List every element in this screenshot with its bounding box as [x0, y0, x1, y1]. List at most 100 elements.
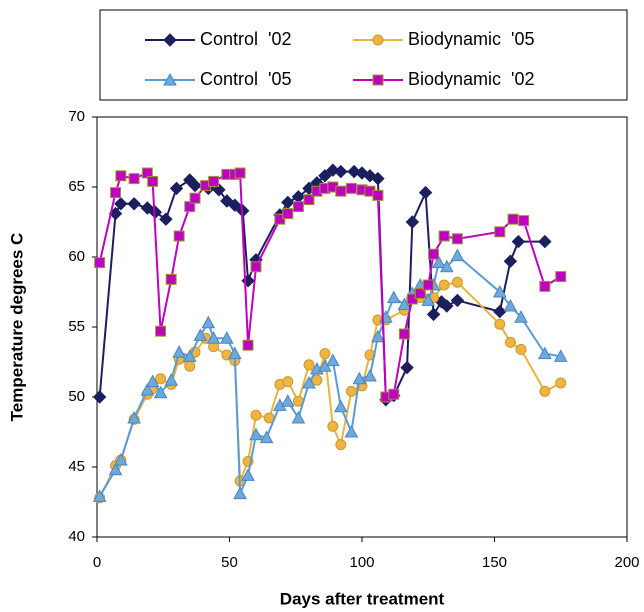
marker [206, 331, 221, 344]
marker [280, 394, 295, 407]
legend-label: Control '02 [200, 29, 292, 49]
marker [189, 192, 201, 204]
marker [386, 290, 401, 304]
marker [159, 212, 173, 226]
marker [220, 331, 234, 344]
marker [335, 439, 347, 451]
marker [108, 462, 123, 476]
y-tick-label: 60 [68, 248, 85, 265]
marker [228, 198, 242, 212]
marker [503, 298, 518, 312]
marker [555, 271, 567, 283]
series-line [98, 281, 562, 499]
marker [511, 234, 526, 249]
y-tick-label: 70 [68, 108, 85, 125]
legend-label: Biodynamic '02 [408, 69, 535, 89]
x-tick-label: 100 [349, 554, 374, 571]
marker [492, 284, 507, 298]
marker [184, 360, 196, 372]
marker [282, 208, 294, 220]
marker [372, 189, 384, 201]
marker [538, 346, 552, 360]
marker [518, 215, 530, 227]
marker [92, 390, 107, 404]
marker [334, 164, 348, 179]
x-tick-label: 200 [614, 554, 639, 571]
marker [291, 410, 306, 424]
marker [388, 388, 400, 400]
marker [193, 328, 208, 341]
marker [164, 373, 179, 386]
marker [345, 182, 357, 194]
marker [507, 213, 519, 225]
marker [440, 299, 454, 313]
marker [539, 280, 551, 292]
marker [311, 374, 323, 386]
legend-marker [163, 72, 177, 86]
marker [172, 345, 186, 358]
marker [451, 233, 463, 245]
marker [92, 489, 107, 502]
marker [250, 409, 262, 421]
marker [250, 261, 262, 273]
marker [450, 293, 465, 308]
series-line [98, 254, 561, 497]
marker [201, 315, 216, 329]
marker [155, 325, 167, 337]
marker [282, 376, 294, 388]
marker [450, 248, 465, 262]
marker [553, 349, 568, 362]
legend-marker [372, 74, 384, 86]
y-tick-label: 50 [68, 388, 85, 405]
marker [326, 353, 340, 367]
marker [114, 452, 128, 466]
legend-box [99, 9, 628, 101]
marker [169, 181, 184, 196]
marker [147, 175, 159, 187]
marker [128, 173, 140, 185]
marker [140, 382, 155, 396]
marker [371, 171, 385, 186]
marker [242, 339, 254, 351]
marker [173, 230, 185, 242]
marker [302, 375, 316, 389]
legend-marker [163, 33, 177, 47]
marker [363, 368, 377, 382]
marker [539, 385, 551, 397]
marker [428, 248, 440, 260]
marker [345, 385, 357, 397]
marker [421, 293, 436, 306]
marker [438, 230, 450, 242]
x-tick-label: 150 [482, 554, 507, 571]
marker [114, 197, 128, 211]
marker [155, 373, 167, 385]
marker [127, 410, 141, 424]
marker [344, 424, 359, 438]
marker [400, 360, 414, 375]
y-tick-label: 45 [68, 458, 85, 475]
marker [515, 343, 527, 355]
marker [153, 385, 168, 399]
marker [494, 318, 506, 330]
marker [281, 195, 295, 210]
marker [422, 279, 434, 291]
marker [115, 170, 127, 182]
marker [318, 169, 332, 183]
marker [432, 255, 446, 269]
x-tick-label: 50 [221, 554, 238, 571]
marker [145, 374, 160, 388]
marker [493, 304, 507, 319]
marker [188, 178, 202, 193]
x-axis-title: Days after treatment [280, 589, 445, 608]
marker [303, 194, 315, 206]
marker [110, 187, 122, 199]
marker [335, 185, 347, 197]
marker [182, 349, 197, 362]
y-tick-label: 65 [68, 178, 85, 195]
marker [94, 257, 106, 269]
marker [327, 420, 339, 432]
marker [418, 185, 433, 200]
marker [371, 329, 385, 343]
marker [227, 346, 242, 360]
